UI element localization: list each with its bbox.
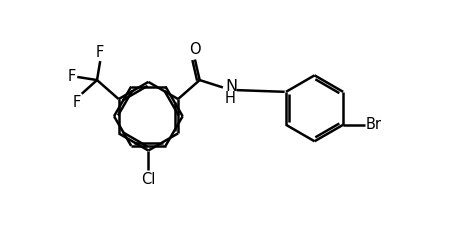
Text: Cl: Cl	[141, 172, 156, 187]
Text: F: F	[72, 95, 81, 110]
Text: H: H	[225, 91, 236, 106]
Text: N: N	[225, 79, 237, 95]
Text: O: O	[189, 42, 201, 57]
Text: F: F	[96, 45, 104, 60]
Text: Br: Br	[366, 117, 382, 132]
Text: F: F	[68, 69, 76, 84]
